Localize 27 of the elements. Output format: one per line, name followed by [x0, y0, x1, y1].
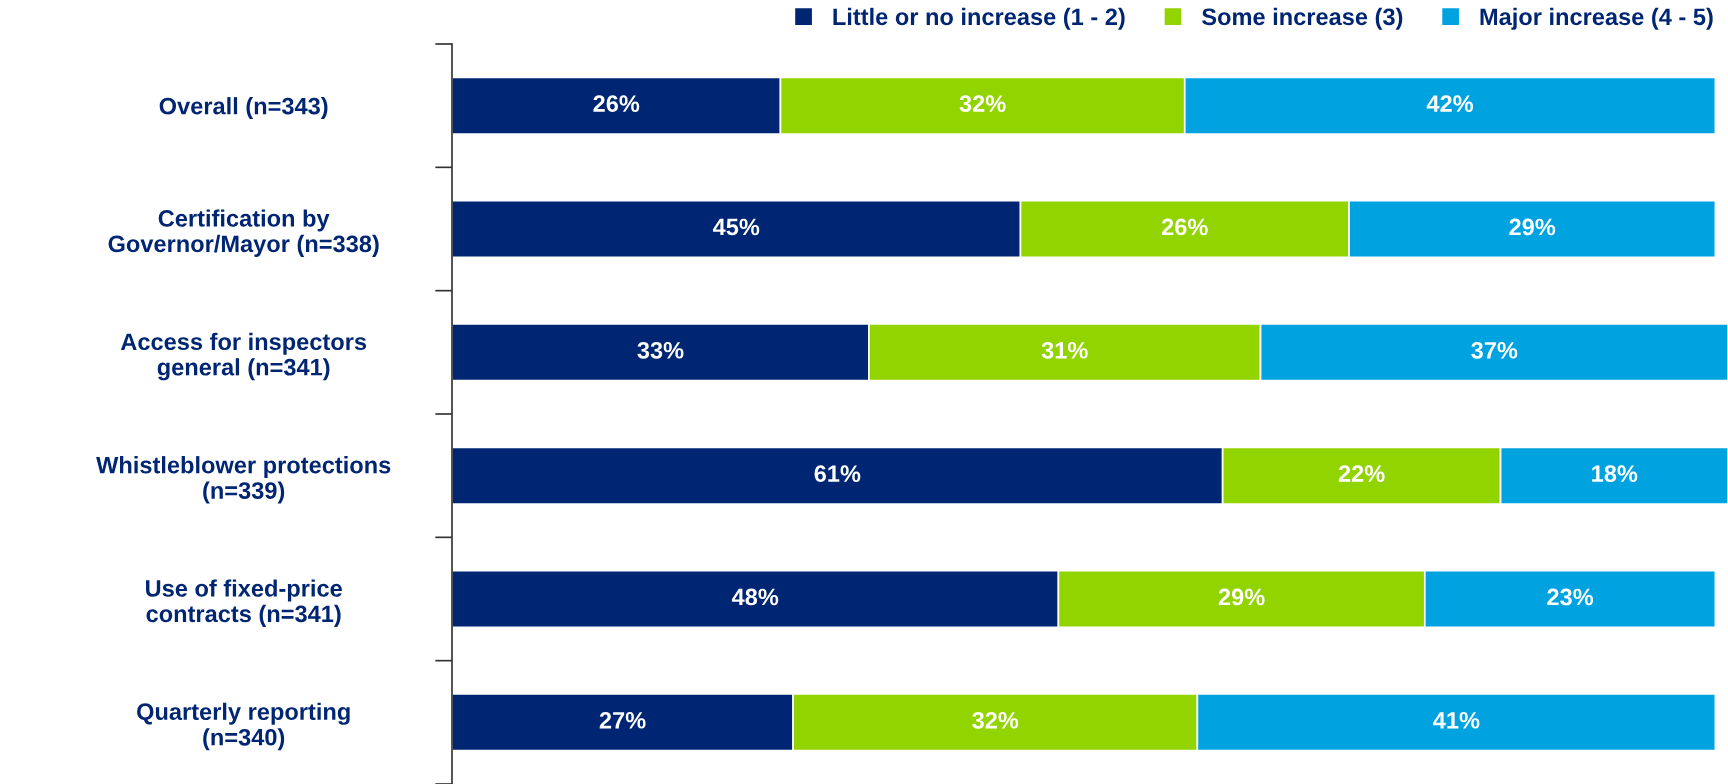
- data-label: 41%: [1433, 712, 1480, 729]
- data-label: 23%: [1547, 588, 1594, 606]
- y-tick-label: Whistleblower protections (n=339): [96, 456, 391, 504]
- y-tick-label: Certification by Governor/Mayor (n=338): [108, 209, 379, 257]
- data-label: 37%: [1471, 341, 1518, 359]
- data-label: 61%: [814, 465, 861, 482]
- data-label: 48%: [731, 588, 779, 606]
- data-label: 29%: [1218, 588, 1265, 606]
- legend-label: Some increase (3): [1202, 7, 1403, 30]
- data-label: 27%: [599, 711, 646, 729]
- legend-label: Major increase (4 - 5): [1480, 7, 1713, 30]
- data-label: 18%: [1592, 465, 1638, 482]
- data-label: 32%: [972, 711, 1019, 729]
- legend-label: Little or no increase (1 - 2): [833, 7, 1125, 30]
- data-label: 32%: [959, 95, 1006, 113]
- y-tick-label: Quarterly reporting (n=340): [137, 702, 350, 751]
- data-label: 29%: [1509, 218, 1556, 236]
- y-tick-label: Overall (n=343): [159, 97, 328, 120]
- data-label: 22%: [1338, 465, 1385, 482]
- data-label: 45%: [712, 218, 760, 236]
- data-label: 26%: [1161, 218, 1208, 236]
- y-tick-label: Use of fixed-price contracts (n=341): [146, 579, 342, 627]
- data-label: 42%: [1426, 95, 1474, 112]
- y-tick-label: Access for inspectors general (n=341): [120, 332, 367, 381]
- data-label: 31%: [1041, 341, 1088, 359]
- data-label: 33%: [637, 341, 684, 359]
- data-label: 26%: [593, 95, 640, 112]
